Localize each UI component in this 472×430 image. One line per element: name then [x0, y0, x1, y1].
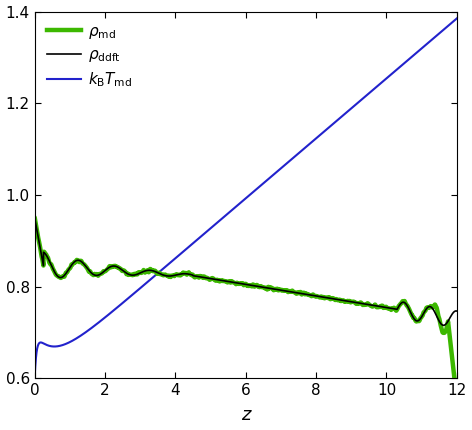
Legend: $\rho_\mathrm{md}$, $\rho_\mathrm{ddft}$, $k_\mathrm{B}T_\mathrm{md}$: $\rho_\mathrm{md}$, $\rho_\mathrm{ddft}$…	[42, 19, 137, 93]
X-axis label: z: z	[241, 406, 251, 424]
